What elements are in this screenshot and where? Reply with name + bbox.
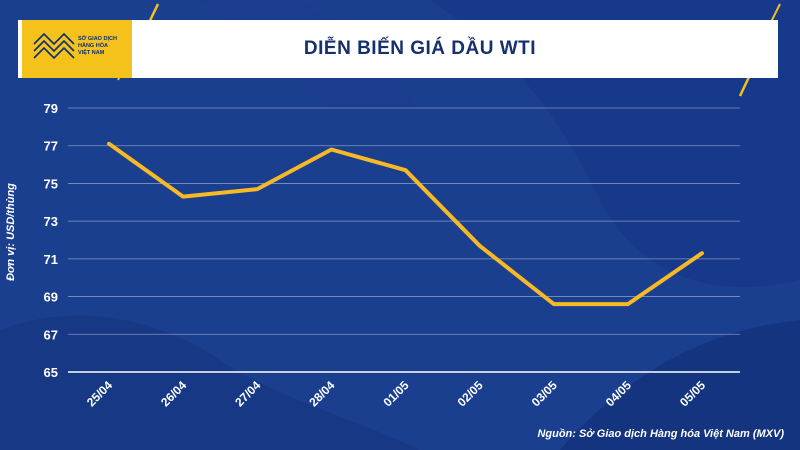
y-axis-ticks: 65 67 69 71 73 75 77 79 — [44, 101, 58, 380]
x-tick-label: 02/05 — [455, 378, 486, 409]
source-note: Nguồn: Sở Giao dịch Hàng hóa Việt Nam (M… — [537, 428, 784, 440]
logo-line-3: VIỆT NAM — [78, 50, 105, 56]
y-tick-label: 69 — [44, 290, 58, 305]
y-tick-label: 71 — [44, 252, 58, 267]
x-tick-label: 28/04 — [306, 378, 337, 409]
y-tick-label: 75 — [44, 176, 58, 191]
logo-line-2: HÀNG HÓA — [78, 43, 108, 49]
y-tick-label: 79 — [44, 101, 58, 116]
x-tick-label: 03/05 — [529, 378, 560, 409]
x-tick-label: 26/04 — [158, 378, 189, 409]
header-banner — [18, 20, 778, 78]
logo-block — [22, 20, 132, 78]
y-tick-label: 67 — [44, 327, 58, 342]
y-axis-label: Đơn vị: USD/thùng — [5, 183, 17, 281]
x-tick-label: 27/04 — [232, 378, 263, 409]
logo-text: SỞ GIAO DỊCH HÀNG HÓA VIỆT NAM — [78, 36, 134, 57]
x-tick-label: 04/05 — [603, 378, 634, 409]
grid — [68, 107, 740, 373]
y-tick-label: 77 — [44, 139, 58, 154]
y-tick-label: 73 — [44, 214, 58, 229]
chart-title: DIỄN BIẾN GIÁ DẦU WTI — [303, 38, 537, 59]
logo-line-1: SỞ GIAO DỊCH — [78, 36, 117, 42]
x-axis-ticks: 25/04 26/04 27/04 28/04 01/05 02/05 03/05 04/05… — [84, 378, 708, 409]
x-tick-label: 05/05 — [677, 378, 708, 409]
logo-mark — [33, 32, 75, 60]
series-line-wti — [107, 141, 704, 307]
x-tick-label: 25/04 — [84, 378, 115, 409]
y-tick-label: 65 — [44, 365, 58, 380]
x-tick-label: 01/05 — [380, 378, 411, 409]
